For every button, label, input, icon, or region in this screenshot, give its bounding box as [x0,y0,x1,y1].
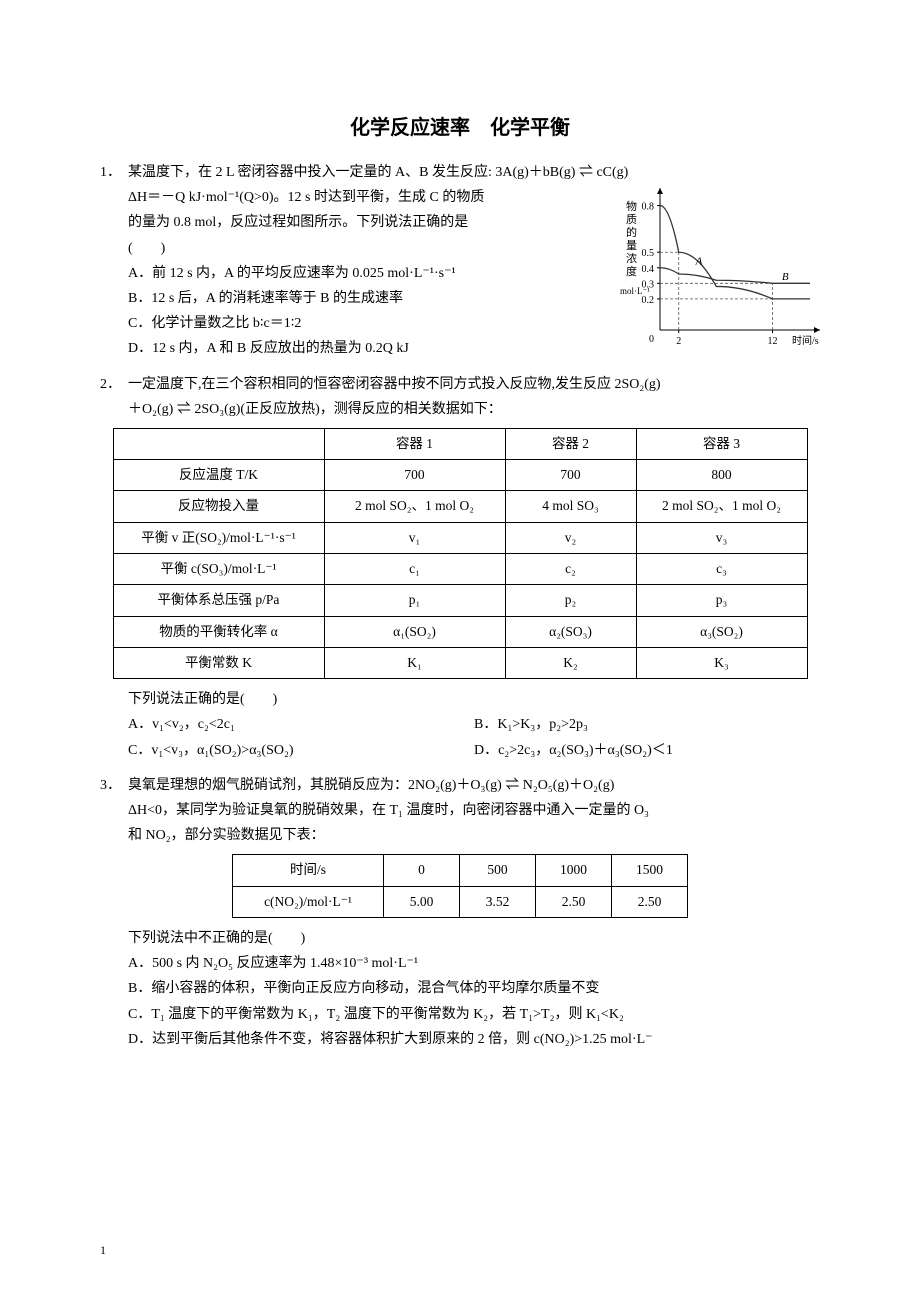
q3-table-header: 时间/s [233,855,384,886]
q2-number: 2． [100,372,128,422]
q3-stem-line: ΔH<0，某同学为验证臭氧的脱硝效果，在 T₁ 温度时，向密闭容器中通入一定量的… [128,798,820,823]
q2-table-cell: 2 mol SO₂、1 mol O₂ [324,491,505,522]
q2-table-cell: 反应物投入量 [113,491,324,522]
q2-table-cell: v₁ [324,522,505,553]
svg-text:度: 度 [626,264,637,278]
q2-choice-c: C．v₁<v₃，α₁(SO₂)>α₃(SO₂) [128,738,474,763]
q2-table-cell: 平衡 c(SO₃)/mol·L⁻¹ [113,554,324,585]
svg-text:0.5: 0.5 [642,248,655,259]
q3-choice-c: C．T₁ 温度下的平衡常数为 K₁，T₂ 温度下的平衡常数为 K₂，若 T₁>T… [128,1002,820,1027]
q2-table-cell: p₁ [324,585,505,616]
svg-text:浓: 浓 [626,252,637,265]
q2-table-cell: 2 mol SO₂、1 mol O₂ [636,491,807,522]
question-3: 3． 臭氧是理想的烟气脱硝试剂，其脱硝反应为：2NO₂(g)＋O₃(g) ⇌ N… [100,773,820,1052]
svg-text:B: B [782,271,789,283]
q2-choice-d: D．c₂>2c₃，α₂(SO₃)＋α₃(SO₂)＜1 [474,738,820,763]
svg-text:质: 质 [626,213,637,226]
q2-stem-line: ＋O₂(g) ⇌ 2SO₃(g)(正反应放热)，测得反应的相关数据如下： [128,397,820,422]
q2-table-header: 容器 2 [505,428,636,459]
q1-number: 1． [100,160,128,362]
q2-table-cell: 平衡体系总压强 p/Pa [113,585,324,616]
q3-table-cell: 2.50 [536,886,612,917]
svg-text:0.4: 0.4 [642,264,655,275]
q2-table-cell: v₃ [636,522,807,553]
q2-table-cell: α₂(SO₃) [505,616,636,647]
q2-choice-b: B．K₁>K₃，p₂>2p₃ [474,712,820,737]
svg-text:0.2: 0.2 [642,295,655,306]
svg-text:的: 的 [626,225,637,239]
q2-follow: 下列说法正确的是( ) [128,687,820,712]
q3-table: 时间/s050010001500c(NO₂)/mol·L⁻¹5.003.522.… [232,854,688,918]
q2-table-header [113,428,324,459]
svg-text:2: 2 [676,336,681,347]
q2-table-cell: 平衡常数 K [113,647,324,678]
q2-table-cell: α₁(SO₂) [324,616,505,647]
q2-table-cell: 700 [505,460,636,491]
q2-choice-a: A．v₁<v₂，c₂<2c₁ [128,712,474,737]
svg-text:mol·L⁻¹: mol·L⁻¹ [620,286,650,296]
q3-table-cell: 3.52 [460,886,536,917]
q3-choice-d: D．达到平衡后其他条件不变，将容器体积扩大到原来的 2 倍，则 c(NO₂)>1… [128,1027,820,1052]
svg-text:12: 12 [768,336,778,347]
q3-table-cell: 5.00 [384,886,460,917]
q3-stem-line: 臭氧是理想的烟气脱硝试剂，其脱硝反应为：2NO₂(g)＋O₃(g) ⇌ N₂O₅… [128,773,820,798]
q2-table-cell: 800 [636,460,807,491]
q3-choice-a: A．500 s 内 N₂O₅ 反应速率为 1.48×10⁻³ mol·L⁻¹ [128,951,820,976]
q2-stem-line: 一定温度下,在三个容积相同的恒容密闭容器中按不同方式投入反应物,发生反应 2SO… [128,372,820,397]
q3-choice-b: B．缩小容器的体积，平衡向正反应方向移动，混合气体的平均摩尔质量不变 [128,976,820,1001]
q2-table-header: 容器 1 [324,428,505,459]
q3-table-header: 0 [384,855,460,886]
q2-table-cell: 平衡 v 正(SO₂)/mol·L⁻¹·s⁻¹ [113,522,324,553]
q2-table-cell: c₁ [324,554,505,585]
q3-stem-line: 和 NO₂，部分实验数据见下表： [128,823,820,848]
svg-text:时间/s: 时间/s [792,334,819,347]
q3-table-header: 1500 [612,855,688,886]
q2-table-cell: p₃ [636,585,807,616]
q2-table-cell: 物质的平衡转化率 α [113,616,324,647]
q3-number: 3． [100,773,128,849]
q2-table-cell: v₂ [505,522,636,553]
q2-table-cell: c₃ [636,554,807,585]
page-number: 1 [100,1240,106,1262]
q2-table-cell: α₃(SO₂) [636,616,807,647]
q3-follow: 下列说法中不正确的是( ) [128,926,820,951]
svg-text:量: 量 [626,239,637,252]
q2-table-cell: 反应温度 T/K [113,460,324,491]
page-title: 化学反应速率 化学平衡 [100,110,820,146]
question-1: 1． 某温度下，在 2 L 密闭容器中投入一定量的 A、B 发生反应: 3A(g… [100,160,820,362]
svg-text:A: A [695,256,703,268]
q2-table-cell: 4 mol SO₃ [505,491,636,522]
q3-table-rowlabel: c(NO₂)/mol·L⁻¹ [233,886,384,917]
q2-table: 容器 1容器 2容器 3反应温度 T/K700700800反应物投入量2 mol… [113,428,808,679]
q2-table-cell: 700 [324,460,505,491]
question-2: 2． 一定温度下,在三个容积相同的恒容密闭容器中按不同方式投入反应物,发生反应 … [100,372,820,763]
q3-table-cell: 2.50 [612,886,688,917]
svg-text:0.8: 0.8 [642,202,655,213]
q2-table-cell: K₁ [324,647,505,678]
q3-table-header: 1000 [536,855,612,886]
q2-table-cell: p₂ [505,585,636,616]
q3-table-header: 500 [460,855,536,886]
svg-text:0: 0 [649,334,654,345]
svg-text:物: 物 [626,199,637,213]
q1-graph: 0.20.30.40.50.82120AB物质的量浓度mol·L⁻¹时间/s [612,180,832,350]
q2-table-cell: K₂ [505,647,636,678]
q2-table-header: 容器 3 [636,428,807,459]
q2-table-cell: c₂ [505,554,636,585]
q2-table-cell: K₃ [636,647,807,678]
